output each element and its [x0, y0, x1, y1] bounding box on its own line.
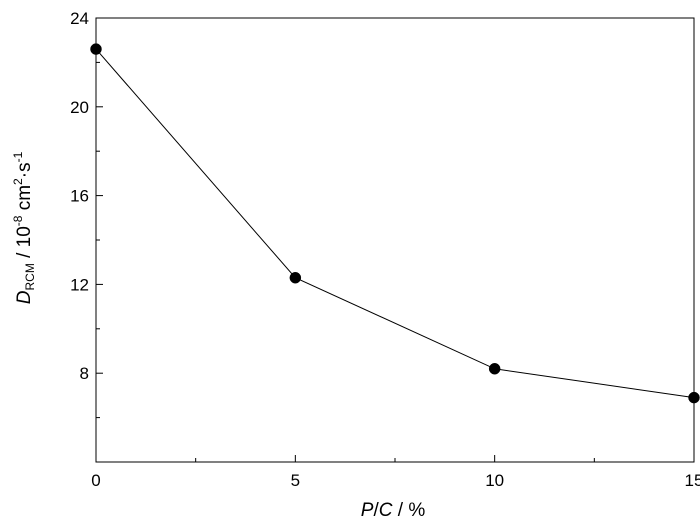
y-axis-label-mid: cm [14, 185, 35, 216]
x-tick-label: 5 [291, 471, 300, 490]
x-tick-label: 0 [91, 471, 100, 490]
y-axis-label-exp1: -8 [11, 215, 25, 226]
x-tick-label: 10 [485, 471, 504, 490]
y-tick-label: 8 [80, 364, 89, 383]
y-tick-label: 12 [70, 275, 89, 294]
data-point [289, 271, 302, 284]
y-axis-label-exp3: -1 [11, 151, 25, 162]
y-axis-label-d: D [14, 290, 35, 304]
data-point [90, 43, 102, 55]
y-axis-label: DRCM / 10-8 cm2·s-1 [11, 151, 37, 304]
y-tick-label: 16 [70, 187, 89, 206]
y-axis-label-sub: RCM [23, 263, 37, 290]
x-axis-label: P/C / % [361, 500, 426, 521]
series-line [95, 48, 695, 399]
y-axis-label-dot: ·s [14, 162, 35, 178]
x-axis-label-slash: / [373, 500, 379, 521]
x-tick-label: 15 [685, 471, 700, 490]
data-point [688, 391, 700, 404]
x-axis-label-p: P [361, 500, 374, 521]
y-axis-label-exp2: 2 [11, 178, 25, 185]
y-tick-label: 20 [70, 98, 89, 117]
data-point [488, 363, 501, 375]
y-tick-label: 24 [70, 9, 89, 28]
x-axis-label-unit: / % [392, 500, 425, 521]
y-axis-label-pre: / 10 [14, 226, 35, 263]
x-axis-label-c: C [379, 500, 393, 521]
